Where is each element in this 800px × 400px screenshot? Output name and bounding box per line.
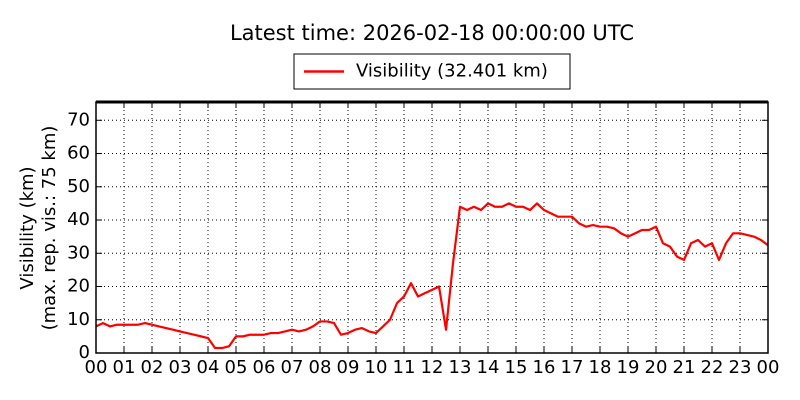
- y-tick-label: 20: [67, 276, 90, 297]
- x-tick-label: 20: [645, 357, 668, 378]
- y-tick-label: 0: [79, 342, 90, 363]
- x-tick-label: 16: [533, 357, 556, 378]
- x-tick-label: 02: [141, 357, 164, 378]
- x-tick-label: 21: [673, 357, 696, 378]
- y-tick-label: 50: [67, 176, 90, 197]
- x-tick-label: 19: [617, 357, 640, 378]
- x-tick-label: 22: [701, 357, 724, 378]
- x-tick-label: 13: [449, 357, 472, 378]
- y-tick-label: 60: [67, 143, 90, 164]
- y-tick-label: 30: [67, 242, 90, 263]
- x-tick-label: 23: [729, 357, 752, 378]
- plot-frame: [95, 101, 769, 354]
- x-tick-label: 07: [281, 357, 304, 378]
- x-tick-label: 11: [393, 357, 416, 378]
- x-tick-label: 00: [757, 357, 780, 378]
- x-tick-label: 09: [337, 357, 360, 378]
- x-tick-label: 06: [253, 357, 276, 378]
- x-tick-label: 18: [589, 357, 612, 378]
- x-tick-label: 17: [561, 357, 584, 378]
- x-tick-label: 12: [421, 357, 444, 378]
- x-tick-label: 10: [365, 357, 388, 378]
- x-tick-label: 05: [225, 357, 248, 378]
- legend-label: Visibility (32.401 km): [356, 61, 548, 82]
- x-tick-label: 08: [309, 357, 332, 378]
- chart-title: Latest time: 2026-02-18 00:00:00 UTC: [230, 21, 634, 45]
- y-axis-label: Visibility (km): [17, 166, 38, 289]
- y-axis-label: (max. rep. vis.: 75 km): [39, 126, 60, 331]
- y-tick-label: 10: [67, 309, 90, 330]
- y-tick-label: 40: [67, 209, 90, 230]
- x-tick-label: 01: [113, 357, 136, 378]
- data-line: [95, 202, 769, 350]
- x-tick-label: 03: [169, 357, 192, 378]
- x-tick-label: 00: [85, 357, 108, 378]
- x-tick-label: 15: [505, 357, 528, 378]
- x-tick-label: 14: [477, 357, 500, 378]
- x-tick-label: 04: [197, 357, 220, 378]
- y-tick-label: 70: [67, 109, 90, 130]
